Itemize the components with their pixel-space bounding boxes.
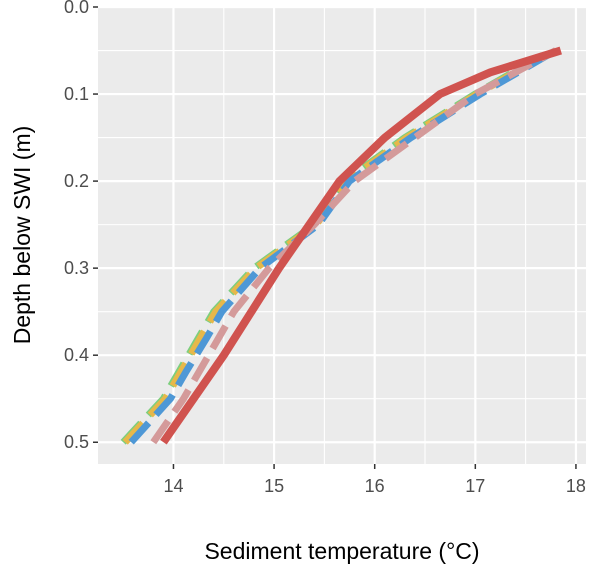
y-tick-label: 0.3 bbox=[64, 258, 89, 278]
y-tick-label: 0.2 bbox=[64, 171, 89, 191]
y-tick-label: 0.0 bbox=[64, 0, 89, 17]
y-axis: 0.0 0.1 0.2 0.3 0.4 0.5 bbox=[64, 0, 98, 452]
y-tick-label: 0.4 bbox=[64, 345, 89, 365]
x-tick-label: 16 bbox=[365, 476, 385, 496]
grid-major bbox=[98, 5, 586, 464]
x-tick-label: 17 bbox=[465, 476, 485, 496]
series-line-5 bbox=[160, 46, 562, 445]
series-layer bbox=[120, 46, 562, 445]
x-tick-label: 14 bbox=[163, 476, 183, 496]
x-tick-label: 15 bbox=[264, 476, 284, 496]
y-axis-title: Depth below SWI (m) bbox=[9, 126, 35, 345]
y-tick-label: 0.1 bbox=[64, 84, 89, 104]
x-axis: 14 15 16 17 18 bbox=[163, 464, 586, 496]
x-tick-label: 18 bbox=[566, 476, 586, 496]
x-axis-title: Sediment temperature (°C) bbox=[204, 538, 479, 564]
y-tick-label: 0.5 bbox=[64, 432, 89, 452]
